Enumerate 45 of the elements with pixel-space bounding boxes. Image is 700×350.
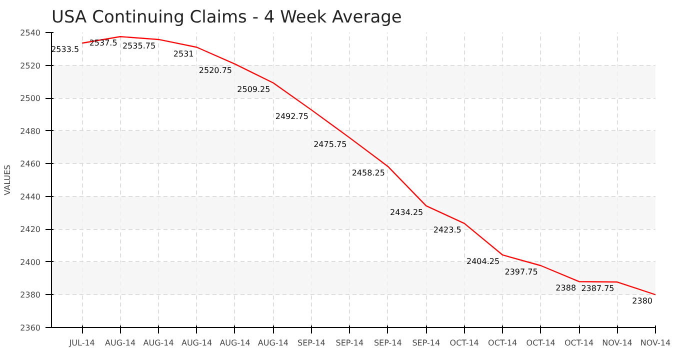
y-axis-title: VALUES — [3, 164, 12, 196]
data-label: 2387.75 — [581, 284, 614, 294]
data-label: 2531 — [173, 49, 194, 58]
y-tick-label: 2480 — [20, 126, 40, 136]
data-label: 2520.75 — [198, 66, 232, 76]
x-tick-label: JUL-14 — [68, 338, 95, 348]
y-tick-label: 2540 — [20, 28, 40, 38]
y-tick-label: 2420 — [20, 225, 40, 234]
x-tick-label: OCT-14 — [526, 338, 556, 348]
x-tick-label: OCT-14 — [564, 338, 594, 348]
data-label: 2475.75 — [314, 140, 347, 149]
data-label: 2380 — [632, 296, 652, 306]
data-label: 2404.25 — [466, 256, 500, 266]
data-label: 2423.5 — [433, 225, 462, 234]
x-tick-label: SEP-14 — [374, 338, 402, 348]
data-label: 2509.25 — [237, 84, 270, 94]
y-tick-label: 2500 — [20, 94, 40, 104]
y-tick-label: 2400 — [20, 258, 40, 267]
x-tick-label: SEP-14 — [298, 338, 326, 348]
chart-title: USA Continuing Claims - 4 Week Average — [52, 8, 402, 28]
x-tick-label: AUG-14 — [220, 338, 250, 348]
x-tick-label: SEP-14 — [336, 338, 364, 348]
y-tick-label: 2520 — [20, 61, 40, 70]
x-tick-label: AUG-14 — [143, 338, 174, 348]
data-label: 2533.5 — [51, 45, 80, 54]
x-tick-label: OCT-14 — [450, 338, 479, 348]
data-label: 2535.75 — [122, 41, 156, 50]
data-label: 2492.75 — [275, 112, 308, 121]
y-tick-label: 2360 — [20, 324, 40, 332]
x-tick-label: NOV-14 — [640, 338, 671, 348]
y-tick-label: 2440 — [20, 192, 40, 202]
data-label: 2388 — [556, 284, 576, 293]
data-label: 2397.75 — [504, 268, 538, 277]
y-tick-label: 2380 — [20, 290, 40, 300]
x-tick-label: OCT-14 — [488, 338, 518, 348]
data-label: 2434.25 — [390, 208, 424, 217]
x-tick-label: AUG-14 — [181, 338, 212, 348]
x-tick-label: AUG-14 — [105, 338, 136, 348]
line-series — [81, 36, 656, 296]
y-tick-label: 2460 — [20, 160, 40, 169]
x-tick-label: SEP-14 — [412, 338, 440, 348]
data-label: 2537.5 — [89, 38, 118, 48]
x-tick-label: AUG-14 — [258, 338, 289, 348]
x-tick-label: NOV-14 — [602, 338, 632, 348]
data-label: 2458.25 — [352, 168, 385, 178]
